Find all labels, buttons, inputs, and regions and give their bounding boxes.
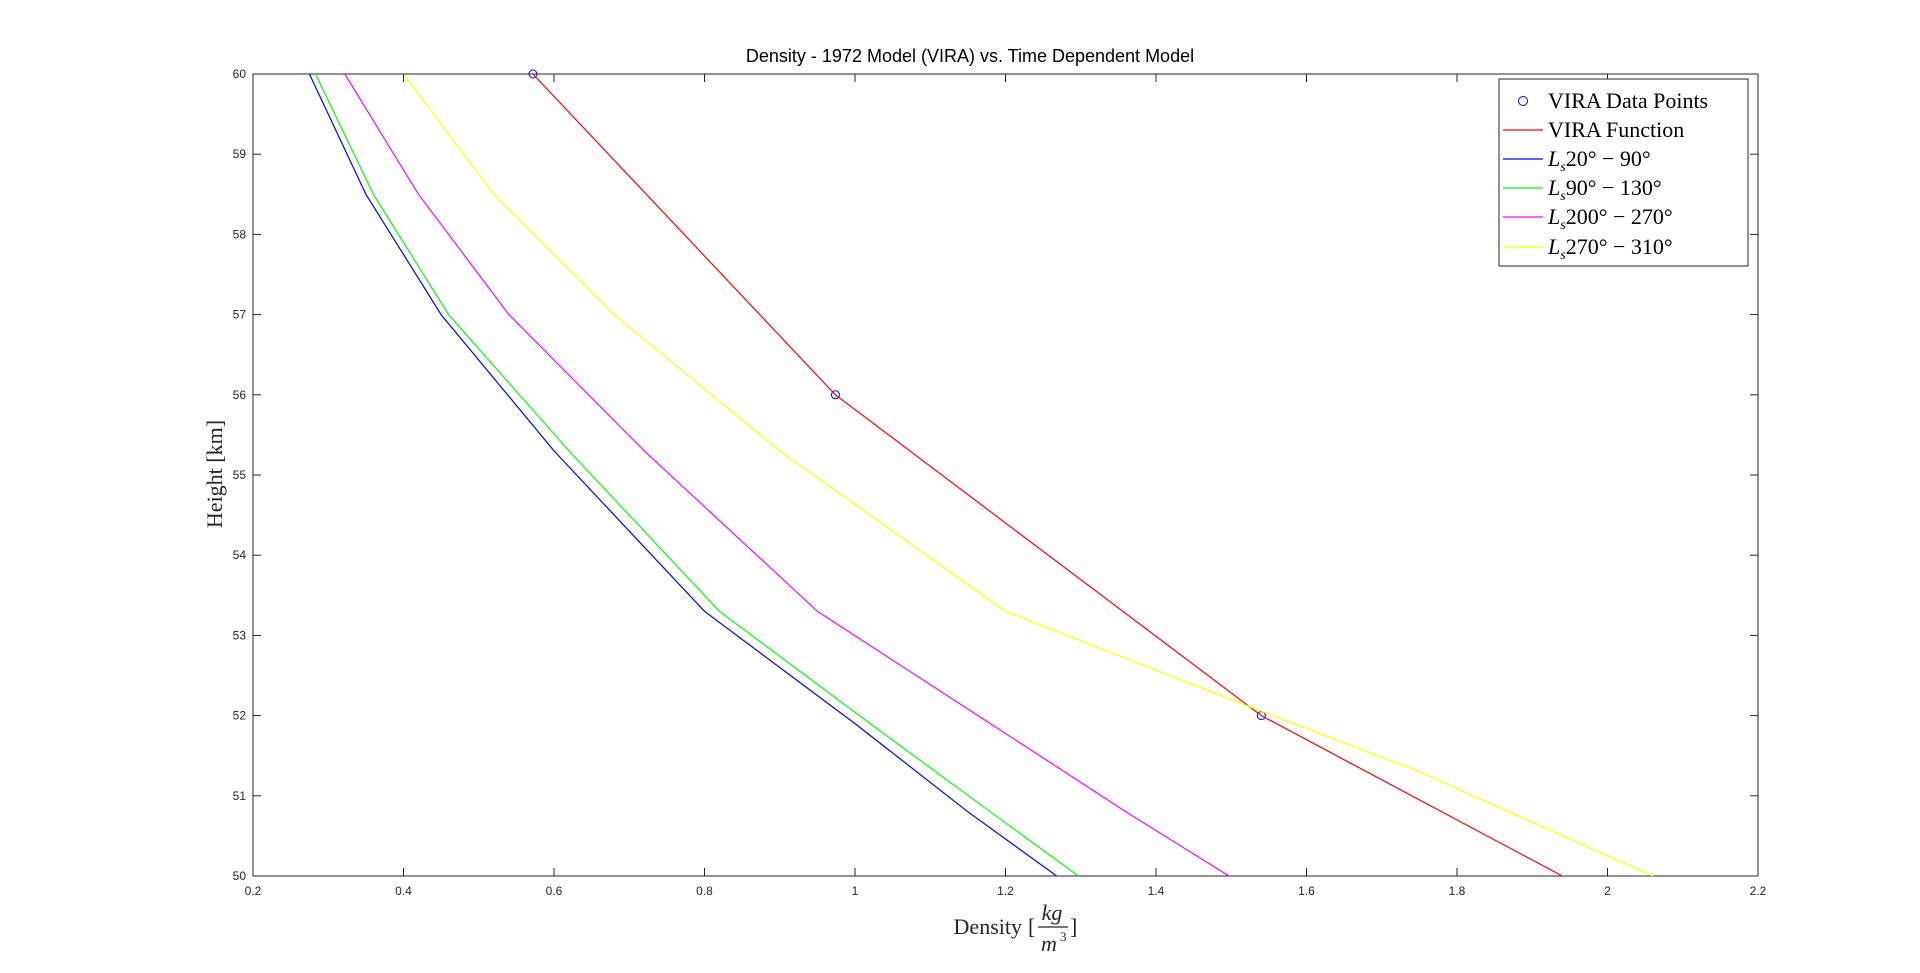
x-tick-label: 0.2 [245, 884, 262, 898]
y-tick-label: 55 [233, 468, 247, 482]
legend-entry-ls-20-90: Ls20° − 90° [1503, 146, 1651, 175]
legend-label: VIRA Data Points [1548, 88, 1708, 113]
series-2 [308, 73, 1058, 877]
series-3 [314, 73, 1079, 877]
series-line [532, 73, 1563, 877]
x-axis-label: Density [954, 914, 1022, 939]
legend-entry-vira-function: VIRA Function [1503, 117, 1684, 142]
x-tick-label: 1 [852, 884, 859, 898]
series-line [314, 73, 1079, 877]
x-tick-label: 0.4 [395, 884, 412, 898]
legend: VIRA Data Points VIRA Function Ls20° − 9… [1498, 78, 1749, 267]
y-tick-label: 56 [233, 388, 247, 402]
x-tick-label: 1.6 [1298, 884, 1315, 898]
legend-entry-ls-90-130: Ls90° − 130° [1503, 175, 1662, 204]
x-tick-label: 1.2 [997, 884, 1014, 898]
chart-title: Density - 1972 Model (VIRA) vs. Time Dep… [746, 46, 1194, 66]
legend-entry-ls-200-270: Ls200° − 270° [1503, 204, 1673, 233]
legend-label: Ls270° − 310° [1547, 234, 1673, 263]
legend-marker-circle [1518, 96, 1528, 106]
x-axis-unit-denominator: m [1041, 931, 1057, 956]
x-axis-unit-exponent: 3 [1060, 929, 1067, 944]
y-tick-label: 57 [233, 308, 247, 322]
data-point-marker [528, 69, 538, 79]
y-axis-label: Height [km] [202, 420, 227, 528]
y-tick-label: 60 [233, 67, 247, 81]
x-axis-unit-numerator: kg [1042, 900, 1063, 925]
series-line [308, 73, 1058, 877]
ticks-layer: 0.2 0.4 0.6 0.8 1 1.2 1.4 1.6 1.8 2 2.2 50 51 52 53 54 5… [233, 67, 1767, 898]
y-tick-label: 53 [233, 628, 247, 642]
series-line [344, 73, 1230, 877]
series-line [403, 73, 1653, 877]
y-tick-label: 51 [233, 789, 247, 803]
y-tick-label: 52 [233, 709, 247, 723]
series-1 [532, 73, 1563, 877]
x-tick-label: 2 [1604, 884, 1611, 898]
legend-label: VIRA Function [1548, 117, 1684, 142]
x-tick-label: 1.4 [1148, 884, 1165, 898]
legend-label: Ls90° − 130° [1547, 175, 1662, 204]
y-tick-label: 50 [233, 869, 247, 883]
x-tick-label: 0.6 [546, 884, 563, 898]
legend-entry-ls-270-310: Ls270° − 310° [1503, 234, 1673, 263]
x-tick-label: 1.8 [1449, 884, 1466, 898]
y-tick-label: 54 [233, 548, 247, 562]
series-5 [403, 73, 1653, 877]
y-tick-label: 59 [233, 147, 247, 161]
svg-text:]: ] [1070, 914, 1077, 939]
svg-text:[: [ [1028, 914, 1035, 939]
legend-box [1498, 78, 1749, 267]
series-layer [308, 69, 1653, 877]
x-tick-label: 0.8 [696, 884, 713, 898]
legend-label: Ls20° − 90° [1547, 146, 1651, 175]
x-tick-label: 2.2 [1750, 884, 1767, 898]
x-axis-unit: [ kg m 3 ] [1028, 900, 1077, 956]
y-tick-label: 58 [233, 227, 247, 241]
legend-label: Ls200° − 270° [1547, 204, 1673, 233]
series-4 [344, 73, 1230, 877]
legend-entry-vira-data-points: VIRA Data Points [1518, 88, 1708, 113]
data-point-marker [830, 390, 840, 400]
